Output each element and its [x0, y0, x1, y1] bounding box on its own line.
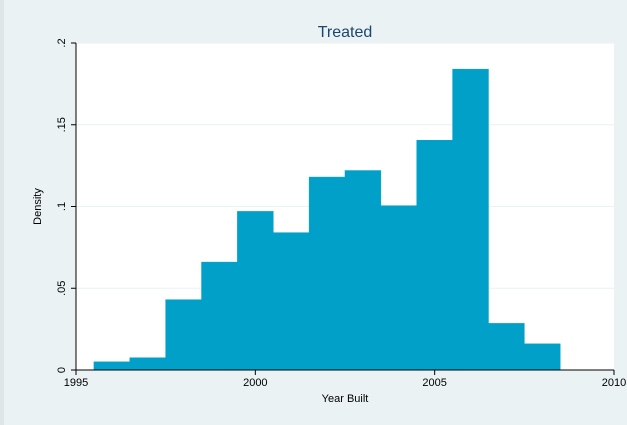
histogram-bar [380, 205, 417, 371]
x-axis-label: Year Built [322, 393, 369, 405]
y-tick-label: .1 [56, 202, 68, 211]
histogram-bar [129, 357, 166, 371]
frame-edge [0, 0, 4, 425]
x-tick-label: 2010 [602, 377, 626, 389]
y-tick-label: .15 [56, 117, 68, 132]
histogram-bar [165, 299, 202, 371]
histogram-bar [416, 140, 453, 371]
histogram-bar [273, 232, 310, 371]
x-tick-label: 1995 [64, 377, 88, 389]
y-tick-label: .05 [56, 281, 68, 296]
histogram-bar [488, 323, 525, 371]
histogram-bar [201, 261, 238, 371]
chart-title: Treated [318, 24, 373, 41]
histogram-bar [524, 343, 561, 371]
x-tick-label: 2000 [243, 377, 267, 389]
histogram-bar [452, 68, 489, 371]
bars [93, 68, 561, 371]
histogram-bar [308, 176, 346, 371]
histogram-bar [237, 211, 274, 371]
histogram-bar [93, 361, 131, 371]
histogram-bar [344, 170, 382, 371]
y-axis-label: Density [32, 188, 44, 225]
y-tick-label: .2 [56, 38, 68, 47]
y-tick-label: 0 [56, 367, 68, 373]
x-tick-label: 2005 [422, 377, 446, 389]
axes: 1995 2000 2005 2010 0 .05 .1 .15 .2 [56, 38, 626, 389]
